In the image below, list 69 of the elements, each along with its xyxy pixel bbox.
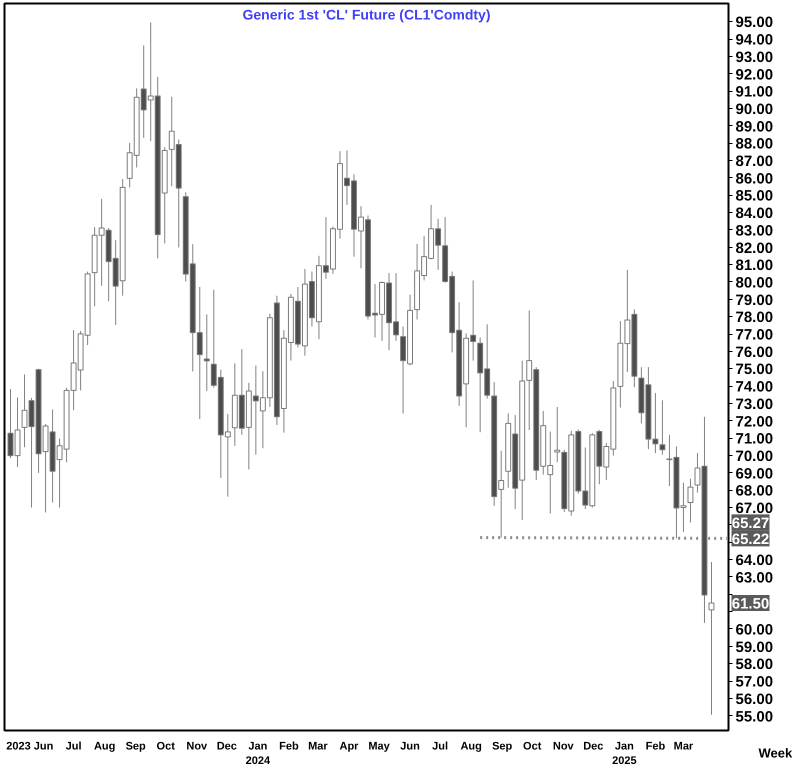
candlestick (659, 400, 666, 456)
y-tick-label: 68.00 (736, 482, 774, 500)
annotation: 65.27 (732, 514, 770, 532)
chart-title: Generic 1st 'CL' Future (CL1'Comdty) (242, 6, 491, 22)
y-tick-label: 95.00 (736, 14, 774, 32)
y-tick-label: 84.00 (736, 205, 774, 222)
x-tick-label: Aug (460, 740, 482, 752)
x-tick-label: Jan 2025 (612, 740, 637, 767)
y-tick-label: 71.00 (736, 430, 774, 448)
y-tick-label: 81.00 (736, 257, 774, 274)
x-tick-label: Dec (216, 740, 237, 752)
x-tick-label: May (368, 740, 391, 752)
x-tick-label: Oct (523, 740, 542, 752)
y-tick-label: 75.00 (736, 361, 774, 378)
y-tick-label: 76.00 (736, 344, 774, 361)
x-tick-label: Sep (492, 740, 513, 752)
y-tick-label: 82.00 (736, 240, 774, 257)
x-tick-label: Aug (94, 740, 116, 752)
x-tick-label: Jun (34, 740, 54, 752)
y-tick-label: 77.00 (736, 326, 774, 344)
annotation: 65.22 (732, 530, 770, 548)
y-tick-label: 63.00 (736, 569, 774, 586)
y-tick-label: 69.00 (736, 465, 774, 482)
y-tick-label: 58.00 (736, 656, 774, 674)
y-tick-label: 55.00 (736, 708, 774, 726)
x-tick-label: Oct (156, 740, 176, 752)
x-tick-label: Jun (400, 740, 420, 752)
x-tick-label: Sep (126, 740, 146, 752)
y-tick-label: 87.00 (736, 153, 774, 170)
y-tick-label: 93.00 (736, 48, 774, 66)
y-tick-label: 67.00 (736, 500, 774, 518)
x-tick-label: 2023 (6, 740, 31, 752)
y-tick-label: 80.00 (736, 274, 774, 292)
y-tick-label: 70.00 (736, 448, 774, 465)
y-tick-label: 91.00 (736, 84, 774, 101)
y-tick-label: 73.00 (736, 396, 774, 413)
y-tick-label: 90.00 (736, 100, 774, 118)
y-tick-label: 59.00 (736, 638, 774, 656)
y-tick-label: 94.00 (736, 32, 774, 49)
y-tick-label: 57.00 (736, 674, 774, 691)
x-tick-label: Nov (552, 740, 575, 752)
x-tick-label: Feb (279, 740, 299, 752)
x-tick-label: Mar (308, 740, 328, 752)
candlestick (687, 478, 694, 523)
x-axis-title: Week (758, 746, 793, 760)
y-tick-label: 92.00 (736, 66, 774, 84)
y-tick-label: 85.00 (736, 188, 774, 205)
x-tick-label: Apr (340, 740, 360, 752)
candlestick (204, 314, 210, 392)
y-tick-label: 89.00 (736, 118, 774, 136)
x-tick-label: Mar (674, 740, 694, 752)
y-tick-label: 88.00 (736, 136, 774, 153)
y-tick-label: 78.00 (736, 309, 774, 326)
x-tick-label: Jul (432, 740, 448, 752)
annotation: 61.50 (732, 595, 770, 612)
x-tick-label: Feb (646, 740, 666, 752)
y-tick-label: 79.00 (736, 292, 774, 309)
y-tick-label: 86.00 (736, 170, 774, 188)
x-tick-label: Jul (66, 740, 82, 752)
y-tick-label: 64.00 (736, 552, 774, 570)
x-tick-label: Dec (583, 740, 604, 752)
x-tick-label: Nov (186, 740, 208, 752)
y-tick-label: 72.00 (736, 413, 774, 430)
candlestick (708, 562, 714, 716)
y-tick-label: 56.00 (736, 690, 774, 708)
y-tick-label: 83.00 (736, 222, 774, 240)
y-tick-label: 60.00 (736, 622, 774, 638)
y-tick-label: 74.00 (736, 378, 774, 396)
x-tick-label: Jan 2024 (246, 740, 271, 767)
